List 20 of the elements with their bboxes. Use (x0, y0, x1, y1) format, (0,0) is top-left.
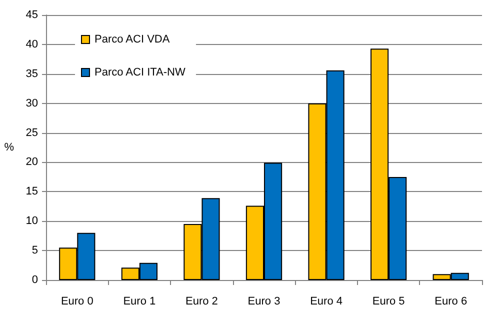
x-tick-label: Euro 0 (60, 296, 94, 308)
legend-label: Parco ACI VDA (94, 34, 170, 46)
y-tick-label: 40 (26, 38, 38, 50)
legend-label: Parco ACI ITA-NW (94, 66, 186, 78)
y-tick-label: 35 (26, 68, 38, 80)
x-tick-label: Euro 3 (248, 296, 280, 308)
y-tick-label: 15 (26, 186, 38, 198)
y-axis-title: % (4, 142, 14, 154)
y-tick-label: 25 (26, 126, 38, 139)
x-tick-label: Euro 5 (372, 296, 405, 308)
x-tick-label: Euro 4 (310, 296, 342, 308)
y-tick-label: 5 (32, 244, 38, 257)
y-tick-label: 10 (26, 215, 38, 228)
x-tick-label: Euro 6 (434, 296, 468, 308)
x-tick-label: Euro 1 (123, 296, 156, 308)
y-tick-label: 30 (26, 97, 38, 110)
y-tick-label: 0 (32, 274, 38, 286)
y-tick-label: 20 (26, 156, 38, 168)
x-tick-label: Euro 2 (186, 296, 218, 308)
y-tick-label: 45 (26, 9, 38, 21)
